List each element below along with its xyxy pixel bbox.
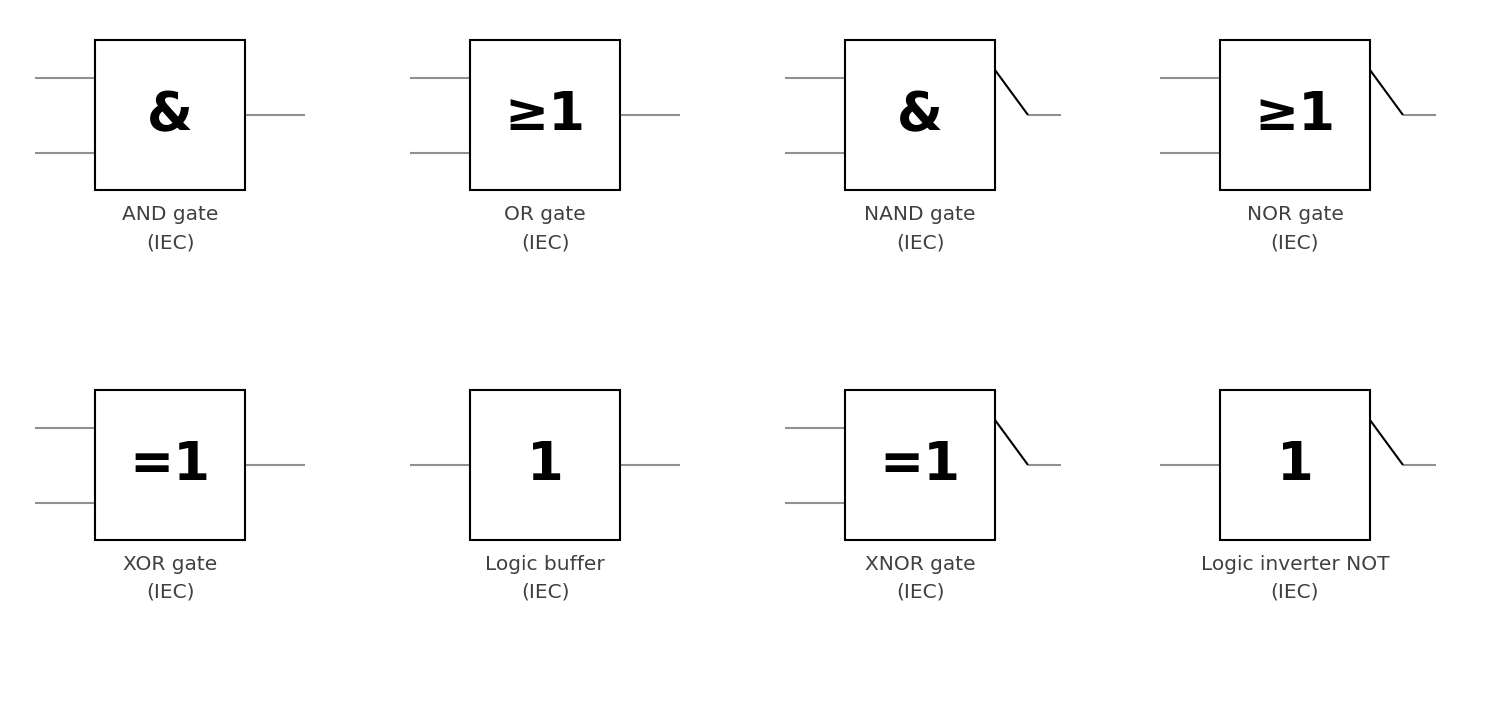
Bar [470, 390, 620, 540]
Bar [844, 40, 994, 190]
Text: Logic inverter NOT
(IEC): Logic inverter NOT (IEC) [1200, 555, 1389, 602]
Text: XOR gate
(IEC): XOR gate (IEC) [123, 555, 218, 602]
Text: NAND gate
(IEC): NAND gate (IEC) [864, 205, 975, 252]
Bar [94, 40, 244, 190]
Text: &: & [897, 89, 944, 141]
Bar [844, 390, 994, 540]
Text: ≥1: ≥1 [504, 89, 585, 141]
Text: AND gate
(IEC): AND gate (IEC) [122, 205, 218, 252]
Text: =1: =1 [879, 439, 960, 491]
Text: =1: =1 [129, 439, 210, 491]
Text: &: & [147, 89, 194, 141]
Bar [470, 40, 620, 190]
Bar [1220, 390, 1370, 540]
Text: ≥1: ≥1 [1254, 89, 1335, 141]
Text: 1: 1 [1276, 439, 1314, 491]
Bar [94, 390, 244, 540]
Text: XNOR gate
(IEC): XNOR gate (IEC) [864, 555, 975, 602]
Text: Logic buffer
(IEC): Logic buffer (IEC) [484, 555, 604, 602]
Text: 1: 1 [526, 439, 564, 491]
Text: OR gate
(IEC): OR gate (IEC) [504, 205, 586, 252]
Bar [1220, 40, 1370, 190]
Text: NOR gate
(IEC): NOR gate (IEC) [1246, 205, 1344, 252]
